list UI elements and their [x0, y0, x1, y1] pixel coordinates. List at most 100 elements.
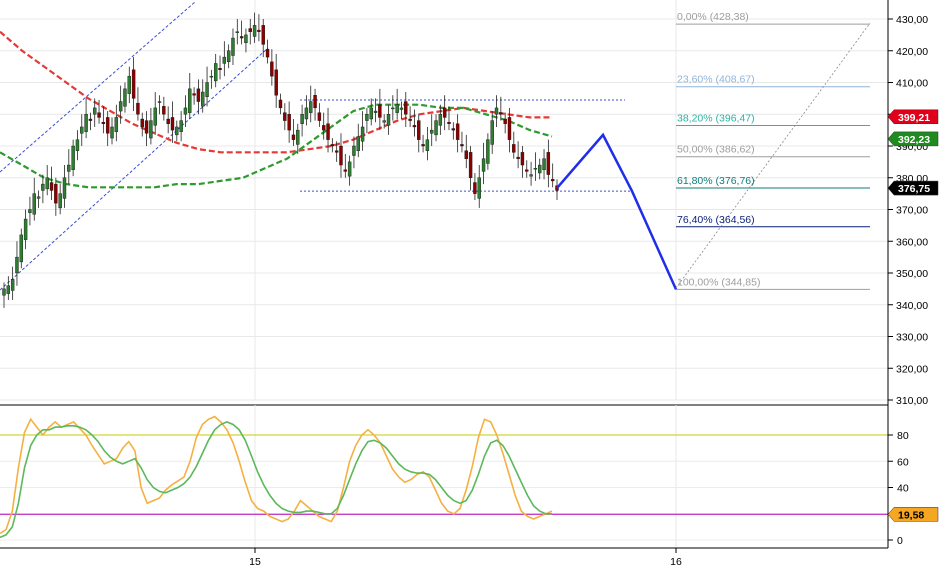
candle [71, 139, 75, 177]
candle [88, 112, 93, 131]
candle [442, 95, 447, 131]
candle [408, 106, 412, 127]
candle [28, 196, 32, 226]
candle [248, 19, 252, 45]
candle [378, 88, 382, 131]
candle [334, 141, 339, 162]
candle [114, 104, 119, 142]
candle [451, 122, 456, 140]
candle [175, 120, 179, 142]
candle [270, 49, 274, 86]
fib-diagonal [675, 22, 871, 289]
candle [395, 88, 399, 120]
oscillator-gridlines [0, 405, 888, 548]
candle [438, 104, 443, 135]
candle [499, 96, 503, 121]
candle [23, 209, 28, 250]
candle [447, 106, 451, 131]
candle [123, 82, 127, 113]
time-axis: 15 16 [249, 548, 682, 568]
candle [201, 79, 205, 113]
candle [430, 114, 434, 146]
candle [192, 87, 196, 105]
candle [62, 165, 67, 208]
fibonacci-levels [676, 23, 870, 290]
oscillator-lines [0, 415, 553, 539]
channel-upper-line [0, 1, 196, 173]
candle [343, 153, 348, 178]
svg-text:399,21: 399,21 [898, 112, 930, 124]
price-gridlines [0, 0, 888, 401]
price-tick-label: 330,00 [896, 332, 928, 344]
candle [503, 112, 507, 134]
candle [386, 104, 391, 135]
candle [494, 95, 499, 127]
candle [473, 172, 477, 200]
fib-label: 61,80% (376,76) [677, 175, 755, 187]
candle [516, 141, 520, 169]
price-badges: 399,21 392,23 376,75 19,58 [887, 109, 939, 522]
candle [507, 107, 512, 153]
osc-tick-label: 60 [897, 456, 909, 468]
candle [213, 53, 218, 88]
candle [179, 111, 183, 142]
candle [257, 14, 261, 42]
candle [170, 101, 175, 143]
price-badge: 376,75 [887, 180, 939, 196]
candle [326, 107, 330, 153]
price-tick-label: 430,00 [896, 14, 928, 26]
ma-line-green [0, 103, 553, 189]
fib-label: 38,20% (396,47) [677, 112, 755, 124]
oscillator-panel [0, 405, 888, 548]
price-tick-label: 310,00 [896, 395, 928, 407]
candle [32, 177, 36, 221]
candle [93, 98, 97, 127]
candle [49, 166, 54, 200]
price-badge: 19,58 [887, 507, 939, 522]
projection-line [556, 132, 678, 290]
candle [309, 85, 313, 123]
fib-label: 76,40% (364,56) [677, 214, 755, 226]
candle [136, 87, 140, 121]
stochastic-d-line [0, 421, 552, 539]
candle [97, 99, 101, 124]
candle [188, 72, 192, 120]
candle [149, 107, 153, 145]
candle [110, 117, 114, 145]
candle [477, 165, 481, 208]
candle [369, 98, 373, 126]
candle [550, 163, 555, 188]
candle [41, 174, 45, 204]
candle [231, 28, 235, 66]
candle [153, 92, 157, 135]
price-tick-label: 320,00 [896, 363, 928, 375]
candle [105, 111, 110, 146]
candles [2, 12, 559, 308]
candle [45, 165, 49, 196]
osc-tick-label: 80 [897, 430, 909, 442]
fib-label: 0,00% (428,38) [677, 11, 749, 23]
candle [162, 96, 166, 121]
candle [468, 146, 473, 191]
candle [140, 112, 144, 137]
candle [339, 133, 343, 178]
fib-label: 100,00% (344,85) [677, 276, 760, 288]
candle [347, 155, 352, 186]
candle [520, 146, 525, 178]
candle [542, 149, 546, 180]
candle [352, 136, 356, 169]
candle [84, 98, 88, 139]
candle [67, 149, 71, 185]
osc-tick-label: 0 [897, 535, 903, 547]
price-tick-label: 360,00 [896, 236, 928, 248]
candle [6, 276, 11, 300]
candle [15, 241, 19, 286]
candle [481, 142, 486, 185]
candle [313, 88, 317, 121]
moving-averages [0, 30, 553, 189]
candle [356, 123, 360, 158]
candle [209, 69, 214, 89]
candle [19, 228, 23, 269]
candle [546, 139, 551, 188]
